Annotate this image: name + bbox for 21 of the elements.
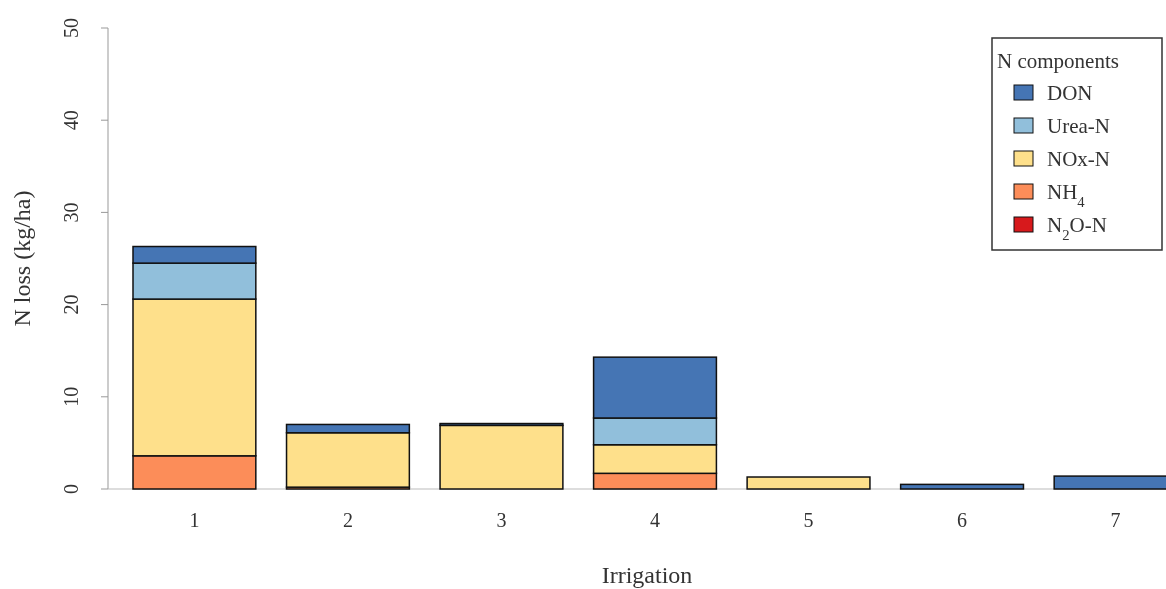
x-tick-label: 4 — [650, 509, 660, 531]
legend-label: N$_{2}$O-N — [1047, 213, 1107, 243]
x-tick-label: 1 — [189, 509, 200, 531]
y-axis-title: N loss (kg/ha) — [9, 190, 35, 327]
x-tick-label: 3 — [496, 509, 507, 531]
y-tick-label: 30 — [60, 202, 82, 223]
legend-label: NOx-N — [1047, 147, 1110, 171]
legend-title: N components — [997, 49, 1119, 73]
y-tick-label: 50 — [60, 18, 82, 38]
x-axis-title: Irrigation — [601, 562, 693, 588]
y-tick-label: 0 — [60, 484, 82, 494]
y-tick-label: 10 — [60, 386, 82, 407]
x-tick-label: 7 — [1110, 509, 1121, 531]
x-tick-label: 5 — [803, 509, 814, 531]
y-tick-label: 20 — [60, 294, 82, 315]
x-tick-label: 6 — [957, 509, 968, 531]
legend-label: Urea-N — [1047, 114, 1110, 138]
legend-label: NH$_{4}$ — [1047, 180, 1086, 210]
x-tick-label: 2 — [342, 509, 353, 531]
y-tick-label: 40 — [60, 110, 82, 131]
legend-label: DON — [1047, 81, 1093, 105]
